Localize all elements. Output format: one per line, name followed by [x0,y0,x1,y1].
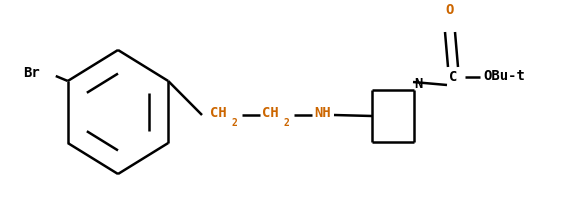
Text: CH: CH [262,106,279,120]
Text: NH: NH [314,106,331,120]
Text: 2: 2 [232,118,238,128]
Text: OBu-t: OBu-t [483,69,525,83]
Text: 2: 2 [284,118,290,128]
Text: O: O [446,3,454,17]
Text: CH: CH [210,106,227,120]
Text: Br: Br [23,66,40,80]
Text: N: N [414,77,422,91]
Text: C: C [449,70,457,84]
